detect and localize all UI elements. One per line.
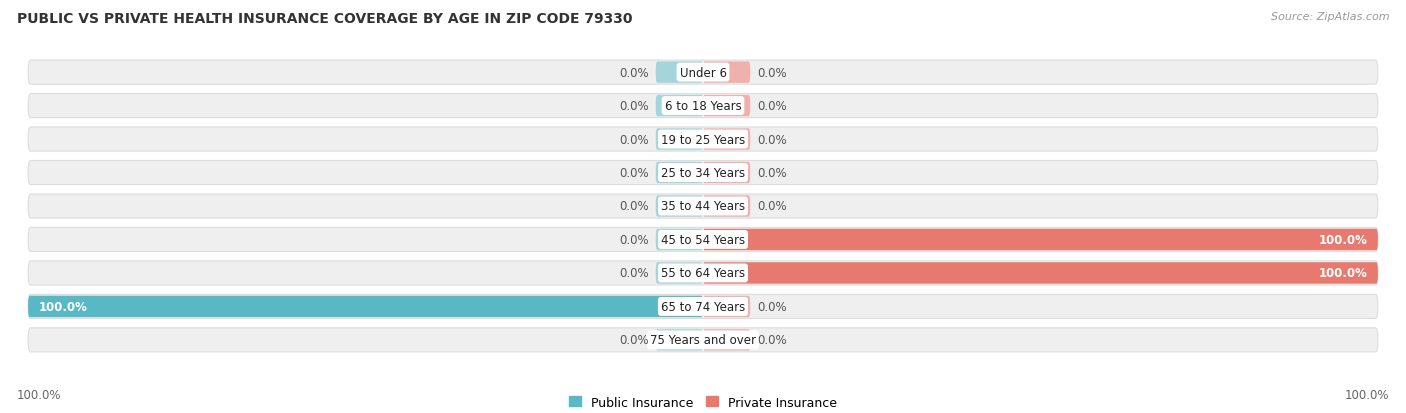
FancyBboxPatch shape: [28, 261, 1378, 285]
Text: 75 Years and over: 75 Years and over: [650, 334, 756, 347]
Text: 0.0%: 0.0%: [620, 233, 650, 247]
Text: 0.0%: 0.0%: [620, 200, 650, 213]
FancyBboxPatch shape: [703, 96, 751, 117]
FancyBboxPatch shape: [703, 296, 751, 317]
FancyBboxPatch shape: [28, 294, 1378, 319]
FancyBboxPatch shape: [28, 94, 1378, 119]
Text: Under 6: Under 6: [679, 66, 727, 79]
FancyBboxPatch shape: [655, 96, 703, 117]
FancyBboxPatch shape: [703, 162, 751, 184]
Text: 100.0%: 100.0%: [38, 300, 87, 313]
Text: 100.0%: 100.0%: [1344, 388, 1389, 401]
Text: 0.0%: 0.0%: [620, 66, 650, 79]
Text: 0.0%: 0.0%: [620, 334, 650, 347]
Text: 0.0%: 0.0%: [620, 100, 650, 113]
FancyBboxPatch shape: [655, 162, 703, 184]
Text: 6 to 18 Years: 6 to 18 Years: [665, 100, 741, 113]
FancyBboxPatch shape: [655, 229, 703, 251]
FancyBboxPatch shape: [703, 62, 751, 83]
Text: 65 to 74 Years: 65 to 74 Years: [661, 300, 745, 313]
Text: 25 to 34 Years: 25 to 34 Years: [661, 166, 745, 180]
Text: 0.0%: 0.0%: [756, 66, 786, 79]
FancyBboxPatch shape: [28, 228, 1378, 252]
Text: 0.0%: 0.0%: [620, 133, 650, 146]
Text: 0.0%: 0.0%: [756, 334, 786, 347]
Text: Source: ZipAtlas.com: Source: ZipAtlas.com: [1271, 12, 1389, 22]
Legend: Public Insurance, Private Insurance: Public Insurance, Private Insurance: [564, 391, 842, 413]
FancyBboxPatch shape: [655, 196, 703, 217]
Text: PUBLIC VS PRIVATE HEALTH INSURANCE COVERAGE BY AGE IN ZIP CODE 79330: PUBLIC VS PRIVATE HEALTH INSURANCE COVER…: [17, 12, 633, 26]
FancyBboxPatch shape: [655, 263, 703, 284]
Text: 0.0%: 0.0%: [756, 166, 786, 180]
FancyBboxPatch shape: [28, 61, 1378, 85]
FancyBboxPatch shape: [28, 128, 1378, 152]
FancyBboxPatch shape: [28, 328, 1378, 352]
Text: 100.0%: 100.0%: [17, 388, 62, 401]
FancyBboxPatch shape: [655, 330, 703, 351]
FancyBboxPatch shape: [703, 229, 1378, 251]
Text: 0.0%: 0.0%: [756, 200, 786, 213]
Text: 55 to 64 Years: 55 to 64 Years: [661, 267, 745, 280]
Text: 0.0%: 0.0%: [756, 300, 786, 313]
Text: 0.0%: 0.0%: [620, 267, 650, 280]
FancyBboxPatch shape: [28, 195, 1378, 218]
Text: 100.0%: 100.0%: [1319, 233, 1368, 247]
FancyBboxPatch shape: [28, 161, 1378, 185]
Text: 45 to 54 Years: 45 to 54 Years: [661, 233, 745, 247]
FancyBboxPatch shape: [703, 129, 751, 150]
FancyBboxPatch shape: [703, 196, 751, 217]
Text: 100.0%: 100.0%: [1319, 267, 1368, 280]
FancyBboxPatch shape: [28, 296, 703, 317]
Text: 0.0%: 0.0%: [620, 166, 650, 180]
FancyBboxPatch shape: [703, 330, 751, 351]
FancyBboxPatch shape: [655, 62, 703, 83]
Text: 19 to 25 Years: 19 to 25 Years: [661, 133, 745, 146]
FancyBboxPatch shape: [655, 129, 703, 150]
FancyBboxPatch shape: [703, 263, 1378, 284]
Text: 35 to 44 Years: 35 to 44 Years: [661, 200, 745, 213]
Text: 0.0%: 0.0%: [756, 133, 786, 146]
Text: 0.0%: 0.0%: [756, 100, 786, 113]
